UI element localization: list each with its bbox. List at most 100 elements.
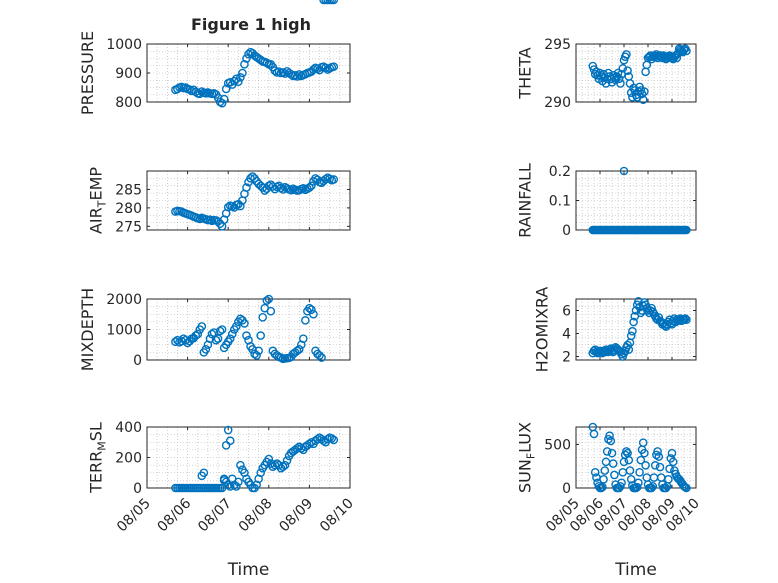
data-point bbox=[193, 329, 203, 339]
data-series bbox=[588, 422, 691, 493]
data-point bbox=[225, 482, 235, 491]
data-point bbox=[217, 325, 227, 334]
data-point bbox=[292, 444, 302, 453]
y-tick-label: 0 bbox=[133, 353, 142, 369]
y-axis-label: H2OMIXRA bbox=[533, 287, 552, 373]
data-point bbox=[594, 481, 604, 491]
data-point bbox=[197, 322, 207, 331]
y-tick-label: 1000 bbox=[106, 323, 142, 339]
data-point bbox=[619, 166, 629, 176]
data-point bbox=[248, 345, 257, 354]
data-point bbox=[305, 183, 314, 192]
data-point bbox=[292, 346, 302, 356]
data-series bbox=[588, 44, 691, 104]
data-point bbox=[225, 436, 235, 446]
y-axis-label: THETA bbox=[516, 47, 535, 99]
y-tick-label: 0.1 bbox=[549, 194, 571, 210]
data-point bbox=[601, 457, 611, 467]
data-point bbox=[614, 74, 624, 84]
x-axis-label: Time bbox=[614, 560, 657, 580]
figure-title: Figure 1 high bbox=[191, 15, 311, 34]
data-point bbox=[668, 457, 678, 467]
y-tick-label: 6 bbox=[562, 304, 571, 320]
data-point bbox=[278, 185, 288, 194]
data-point bbox=[637, 89, 647, 99]
subplot-2: 290 295 THETA bbox=[516, 37, 697, 111]
subplot-6: 2 4 6 H2OMIXRA bbox=[533, 287, 697, 373]
data-point bbox=[191, 331, 201, 340]
data-point bbox=[647, 483, 656, 493]
data-series bbox=[588, 166, 691, 235]
data-point bbox=[666, 52, 676, 62]
data-point bbox=[211, 335, 221, 345]
y-axis-label-subscript: F bbox=[525, 453, 538, 459]
y-axis-label: TERRMSL bbox=[87, 422, 109, 494]
data-point bbox=[629, 317, 638, 327]
subplot-3: 275 280 285 AIRTEMP bbox=[87, 167, 351, 235]
data-point bbox=[606, 436, 616, 446]
data-point bbox=[205, 334, 215, 343]
data-point bbox=[641, 461, 650, 470]
data-point bbox=[329, 175, 339, 184]
data-point bbox=[607, 448, 617, 458]
data-point bbox=[221, 440, 231, 450]
data-point bbox=[225, 334, 235, 343]
subplot-4: 0 0.1 0.2 RAINFALL bbox=[516, 163, 697, 239]
data-point bbox=[278, 462, 288, 471]
data-point bbox=[209, 328, 219, 337]
data-point bbox=[234, 477, 243, 487]
data-point bbox=[262, 58, 272, 68]
data-point bbox=[232, 322, 241, 331]
x-tick-label: 08/10 bbox=[317, 496, 357, 536]
data-point bbox=[679, 315, 689, 325]
data-point bbox=[679, 481, 689, 491]
data-point bbox=[655, 462, 665, 472]
y-axis-label-end: LUX bbox=[516, 422, 535, 453]
y-tick-label: 275 bbox=[115, 219, 142, 235]
data-point bbox=[292, 72, 302, 81]
data-point bbox=[294, 70, 304, 79]
subplot-1: 800 900 1000 PRESSURE bbox=[78, 31, 351, 115]
y-tick-label: 0 bbox=[562, 481, 571, 497]
data-point bbox=[680, 314, 690, 323]
axes-box bbox=[146, 170, 351, 231]
x-tick-label: 08/09 bbox=[276, 496, 316, 536]
data-point bbox=[258, 312, 268, 322]
data-point bbox=[307, 305, 316, 314]
y-axis-label-end: SL bbox=[87, 422, 106, 441]
x-tick-label: 08/05 bbox=[114, 496, 154, 536]
data-point bbox=[223, 480, 233, 490]
y-tick-label: 295 bbox=[544, 37, 571, 53]
y-axis-label-main: AIR bbox=[87, 207, 106, 234]
subplot-8: 08/0508/0608/0708/0808/0908/100500SUNFLU… bbox=[516, 422, 703, 580]
data-point bbox=[254, 346, 263, 356]
y-axis-label: MIXDEPTH bbox=[78, 288, 97, 371]
x-tick-label: 08/06 bbox=[155, 495, 195, 535]
data-point bbox=[327, 434, 337, 443]
data-point bbox=[617, 478, 626, 488]
data-point bbox=[199, 468, 209, 478]
data-point bbox=[636, 455, 646, 465]
data-point bbox=[299, 334, 308, 343]
y-axis-label: SUNFLUX bbox=[516, 422, 538, 493]
data-point bbox=[201, 345, 211, 354]
data-point bbox=[213, 334, 223, 343]
y-axis-label-main: RAINFALL bbox=[516, 163, 535, 238]
data-point bbox=[223, 202, 233, 212]
data-point bbox=[610, 470, 619, 480]
data-point bbox=[619, 457, 629, 467]
data-point bbox=[682, 483, 691, 493]
data-series bbox=[171, 425, 339, 493]
y-tick-label: 200 bbox=[115, 451, 142, 467]
subplot-5: 0 1000 2000 MIXDEPTH bbox=[78, 0, 351, 371]
data-point bbox=[301, 316, 310, 325]
data-point bbox=[191, 87, 201, 97]
y-tick-label: 0.2 bbox=[549, 164, 571, 180]
data-point bbox=[227, 329, 237, 339]
data-point bbox=[256, 331, 265, 340]
data-point bbox=[315, 351, 324, 360]
data-series bbox=[588, 297, 691, 361]
data-point bbox=[613, 68, 623, 78]
data-point bbox=[299, 184, 308, 193]
data-point bbox=[676, 45, 685, 55]
